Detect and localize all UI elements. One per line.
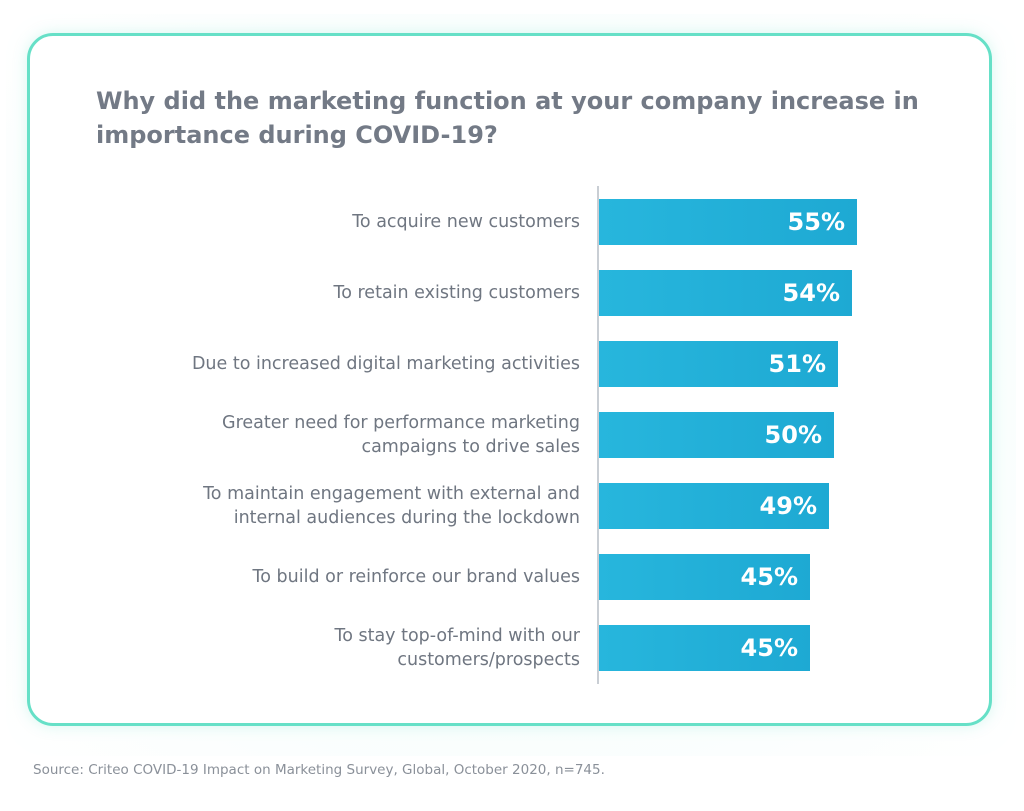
category-label-line: internal audiences during the lockdown	[233, 508, 580, 528]
bar-value-label: 54%	[782, 279, 840, 307]
bar-value-label: 55%	[787, 208, 845, 236]
category-label: Greater need for performance marketing ca…	[110, 411, 580, 459]
category-label: To acquire new customers	[110, 210, 580, 234]
bar-value-label: 49%	[759, 492, 817, 520]
category-label-line: Greater need for performance marketing	[222, 413, 580, 433]
bar	[599, 270, 852, 316]
chart-title: Why did the marketing function at your c…	[96, 87, 919, 149]
bar	[599, 412, 834, 458]
bar-value-label: 50%	[764, 421, 822, 449]
category-label: To retain existing customers	[110, 281, 580, 305]
category-label-line: To stay top-of-mind with our	[334, 626, 580, 646]
bar	[599, 483, 829, 529]
category-axis-line	[597, 186, 599, 684]
bar-value-label: 45%	[740, 563, 798, 591]
category-label: To build or reinforce our brand values	[110, 565, 580, 589]
category-label-line: campaigns to drive sales	[361, 437, 580, 457]
category-label-line: To build or reinforce our brand values	[252, 567, 580, 587]
category-label: Due to increased digital marketing activ…	[110, 352, 580, 376]
category-label-line: Due to increased digital marketing activ…	[191, 354, 580, 374]
bar	[599, 554, 810, 600]
bar-value-label: 51%	[768, 350, 826, 378]
source-note: Source: Criteo COVID-19 Impact on Market…	[33, 762, 605, 778]
bar	[599, 625, 810, 671]
category-label-line: To acquire new customers	[352, 212, 580, 232]
bar	[599, 341, 838, 387]
category-label: To stay top-of-mind with our customers/pr…	[110, 624, 580, 672]
category-label-line: To retain existing customers	[333, 283, 580, 303]
category-label-line: customers/prospects	[397, 650, 580, 670]
category-label-line: To maintain engagement with external and	[203, 484, 580, 504]
bar-value-label: 45%	[740, 634, 798, 662]
bar	[599, 199, 857, 245]
category-label: To maintain engagement with external and…	[110, 482, 580, 530]
